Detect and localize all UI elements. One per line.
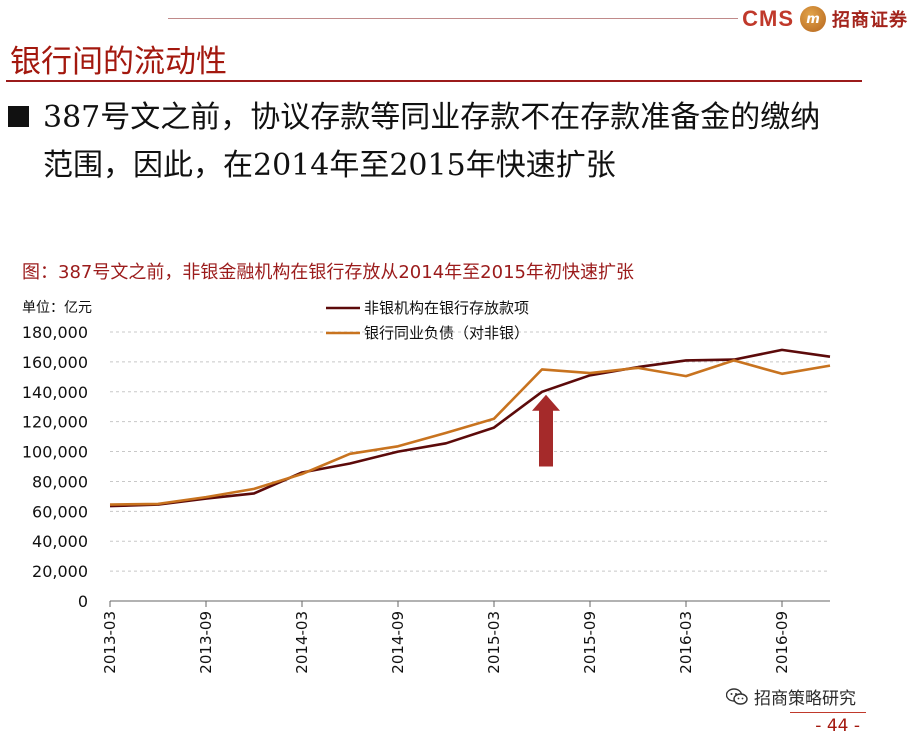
- up-arrow-annotation: [532, 394, 560, 467]
- x-tick-label: 2015-09: [581, 611, 599, 674]
- watermark-text: 招商策略研究: [754, 689, 856, 709]
- bullet-square-icon: [8, 106, 29, 127]
- wechat-icon: [726, 687, 748, 705]
- slide-title: 银行间的流动性: [10, 44, 227, 80]
- y-tick-label: 160,000: [22, 353, 88, 372]
- y-tick-label: 140,000: [22, 383, 88, 402]
- unit-label: 单位：亿元: [22, 300, 92, 316]
- x-tick-label: 2016-09: [773, 611, 791, 674]
- top-divider: [168, 18, 738, 19]
- page-number: - 44 -: [815, 716, 860, 736]
- brand-chinese: 招商证券: [832, 10, 908, 31]
- x-tick-label: 2013-03: [101, 611, 119, 674]
- series-line-1: [109, 348, 831, 508]
- legend-label-2: 银行同业负债（对非银）: [364, 324, 529, 342]
- x-tick-label: 2015-03: [485, 611, 503, 674]
- y-tick-label: 0: [78, 592, 88, 611]
- bottom-divider: [790, 712, 866, 713]
- brand-logo: CMS m 招商证券: [742, 4, 908, 34]
- line-chart: 单位：亿元 0 20,000 40,000 60,000 80,000 100,000 120…: [22, 299, 831, 674]
- brand-latin: CMS: [742, 6, 794, 31]
- bullet-text: 387号文之前，协议存款等同业存款不在存款准备金的缴纳范围，因此，在2014年至…: [43, 100, 821, 183]
- y-tick-label: 180,000: [22, 323, 88, 342]
- title-divider: [6, 80, 862, 82]
- series-line-2: [109, 359, 831, 506]
- y-tick-label: 120,000: [22, 413, 88, 432]
- y-tick-label: 40,000: [32, 532, 88, 551]
- x-tick-label: 2014-03: [293, 611, 311, 674]
- y-tick-label: 60,000: [32, 502, 88, 521]
- x-tick-label: 2016-03: [677, 611, 695, 674]
- y-tick-label: 100,000: [22, 443, 88, 462]
- y-tick-label: 80,000: [32, 472, 88, 491]
- y-tick-label: 20,000: [32, 562, 88, 581]
- x-tick-label: 2014-09: [389, 611, 407, 674]
- bullet-point: 387号文之前，协议存款等同业存款不在存款准备金的缴纳范围，因此，在2014年至…: [8, 94, 888, 190]
- chart-title: 图：387号文之前，非银金融机构在银行存放从2014年至2015年初快速扩张: [22, 262, 634, 283]
- x-tick-label: 2013-09: [197, 611, 215, 674]
- watermark: 招商策略研究: [726, 684, 856, 709]
- brand-emblem-icon: m: [800, 6, 826, 32]
- legend-label-1: 非银机构在银行存放款项: [364, 299, 529, 317]
